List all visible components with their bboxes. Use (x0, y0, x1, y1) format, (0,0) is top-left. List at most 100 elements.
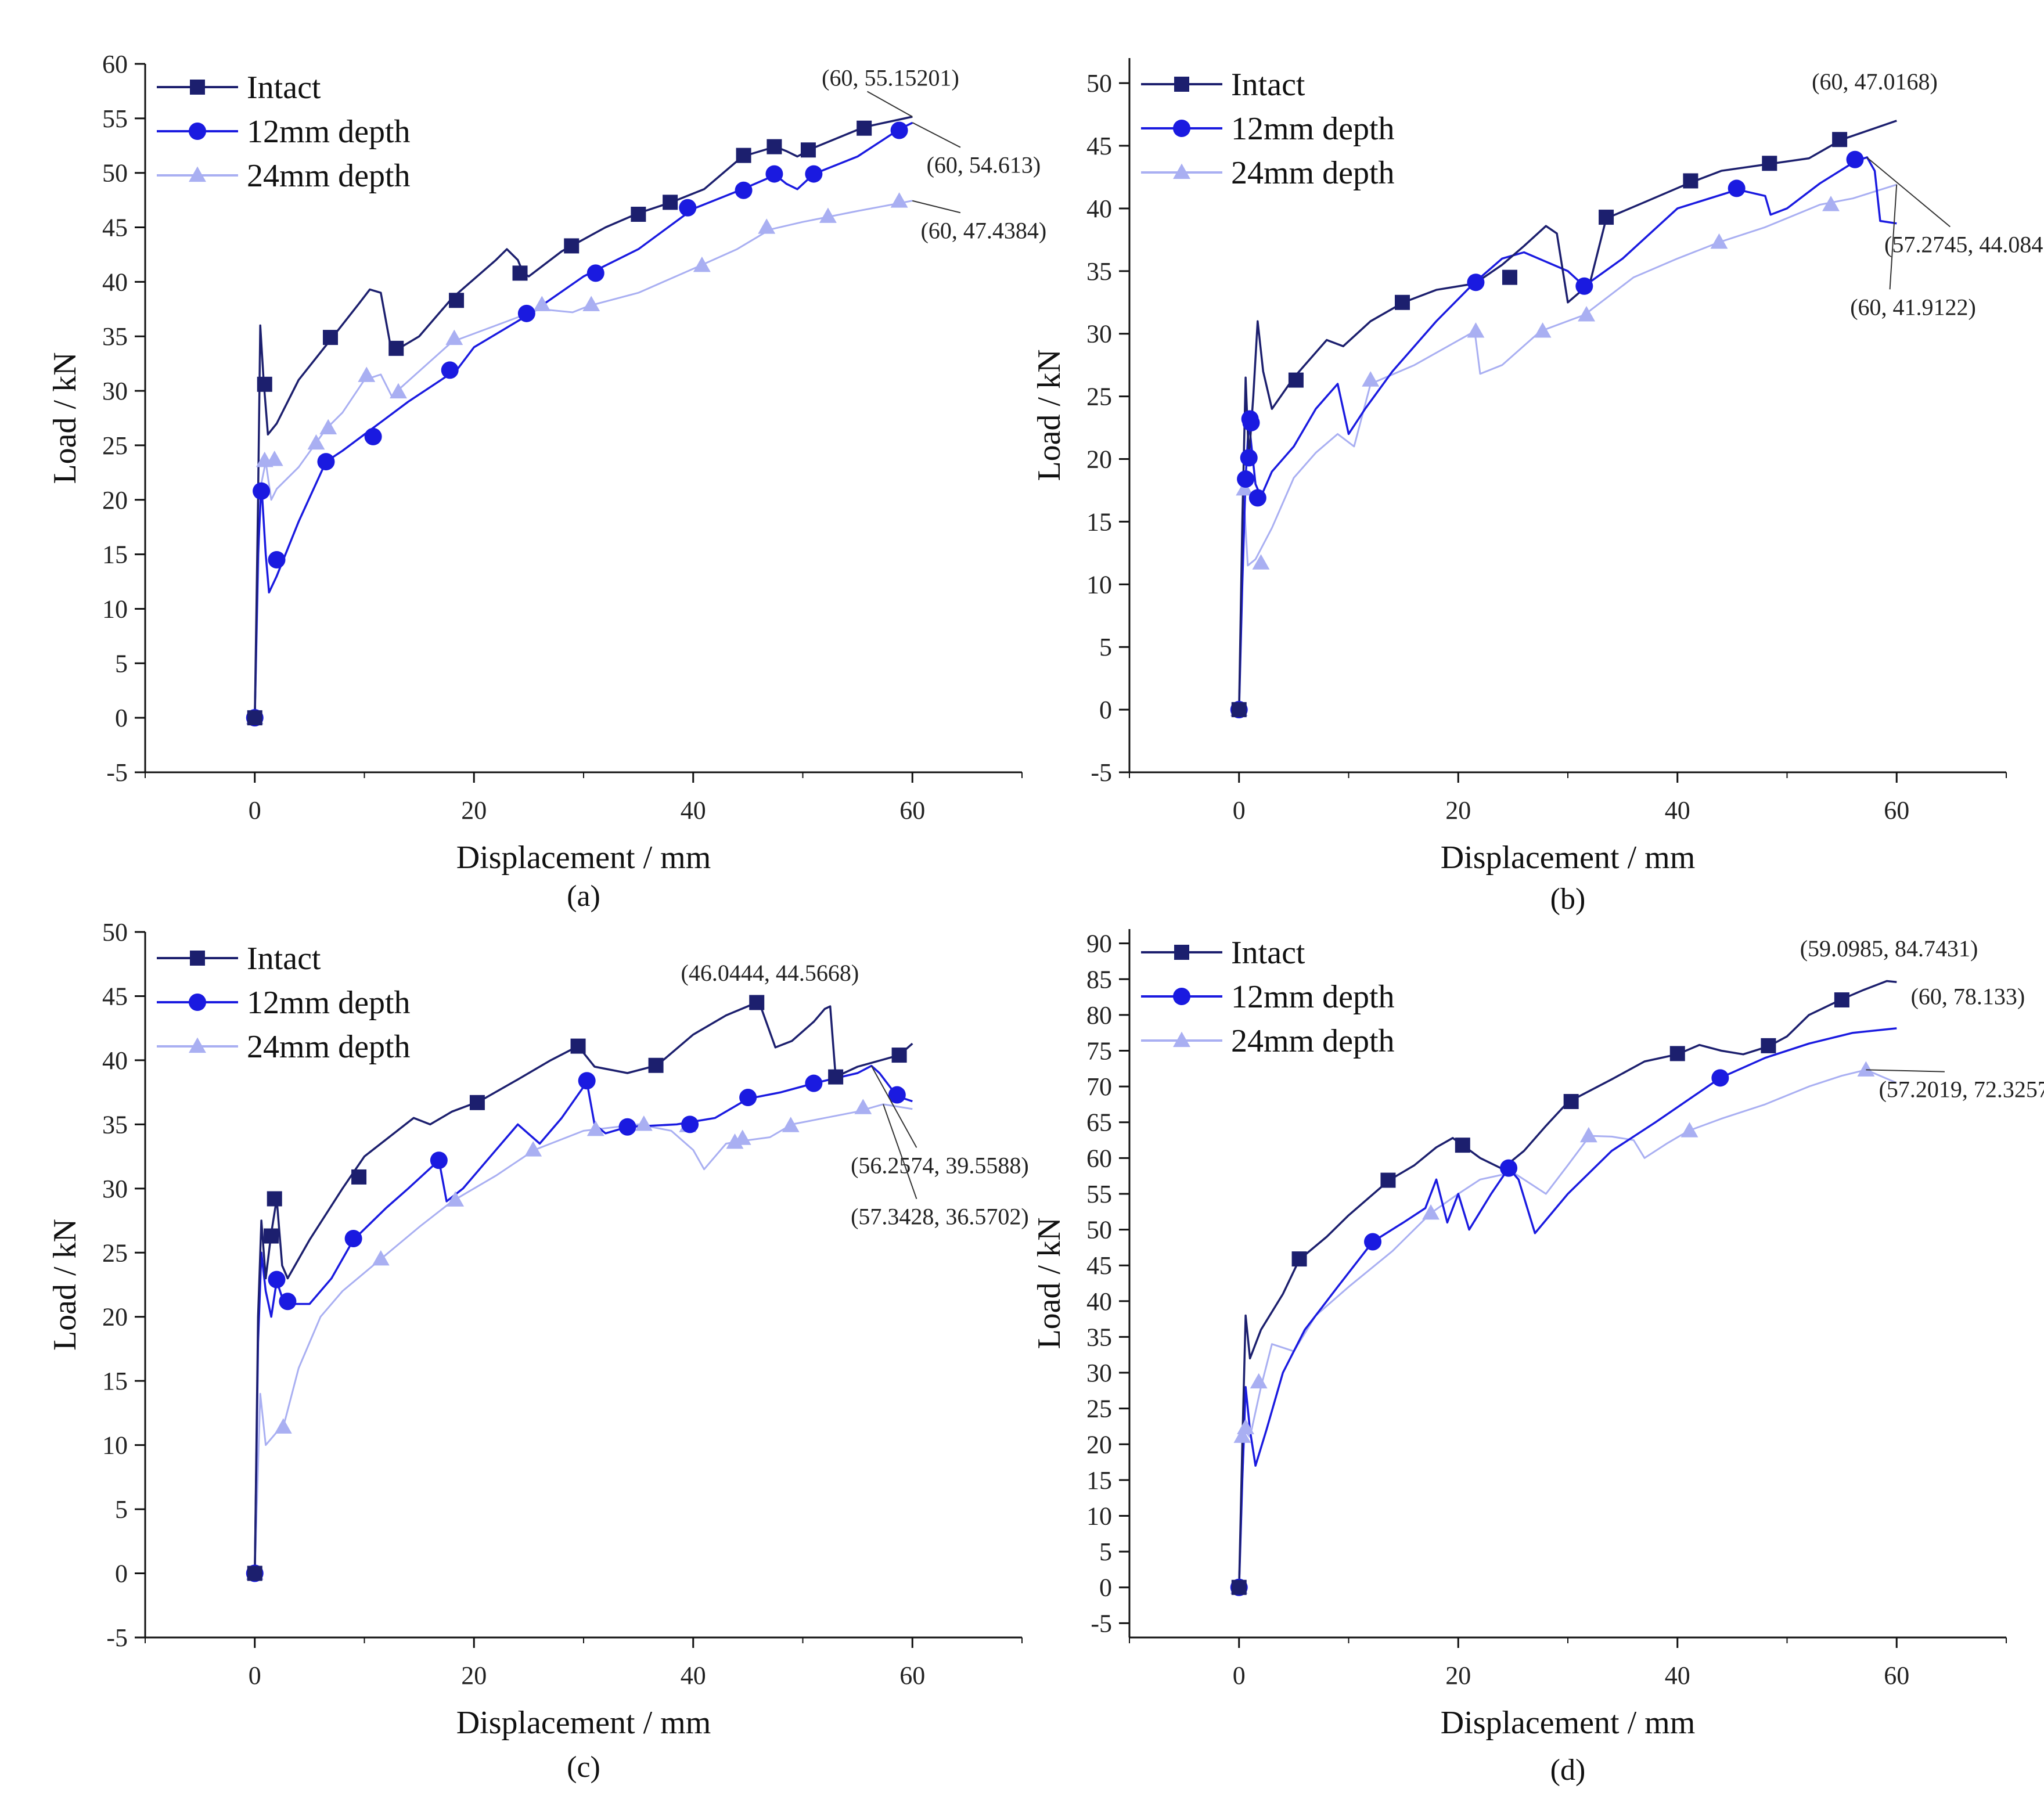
plot-area (1230, 120, 1897, 719)
marker-square-3 (351, 1169, 367, 1185)
y-tick-label: 15 (1086, 508, 1112, 536)
marker-circle-5 (441, 361, 459, 379)
chart-panel-a: 0 20 40 60 -5 0 5 10 15 20 25 30 35 40 45 50 55 60 Displac… (47, 50, 1046, 913)
series-line-square (254, 116, 913, 718)
y-tick-label: 65 (1086, 1108, 1112, 1137)
marker-triangle-4 (319, 419, 337, 435)
y-tick-label: 40 (102, 1046, 128, 1075)
marker-circle-6 (1467, 273, 1485, 291)
marker-triangle-8 (1822, 196, 1840, 211)
marker-square-3 (1502, 269, 1517, 285)
marker-circle-4 (364, 427, 382, 445)
legend: Intact 12mm depth 24mm depth (157, 941, 411, 1065)
marker-circle-legend-1 (189, 994, 206, 1011)
y-tick-label: 0 (115, 1560, 128, 1588)
y-tick-label: 90 (1086, 930, 1112, 958)
marker-square-6 (564, 238, 580, 254)
marker-square-4 (1563, 1093, 1579, 1109)
marker-triangle-12 (819, 207, 837, 223)
marker-circle-2 (268, 551, 286, 568)
marker-triangle-3 (447, 1191, 465, 1207)
marker-circle-9 (735, 181, 753, 199)
x-tick-label: 20 (461, 1661, 487, 1690)
y-tick-label: 5 (115, 649, 128, 678)
y-tick-label: -5 (1091, 1609, 1112, 1637)
marker-triangle-2 (1252, 554, 1270, 570)
marker-square-legend-0 (1174, 945, 1189, 960)
legend: Intact 12mm depth 24mm depth (1141, 67, 1395, 191)
x-tick-label: 40 (681, 796, 706, 825)
marker-circle-2 (1500, 1159, 1518, 1177)
y-tick-label: 40 (1086, 1287, 1112, 1316)
marker-triangle-5 (358, 366, 376, 382)
marker-square-3 (388, 340, 404, 356)
marker-circle-legend-1 (189, 123, 206, 140)
marker-triangle-2 (1237, 1419, 1255, 1435)
marker-square-6 (1762, 156, 1777, 171)
annotation-leader (883, 1104, 917, 1200)
y-tick-label: -5 (106, 1624, 128, 1652)
x-tick-label: 60 (1884, 1661, 1909, 1690)
y-tick-label: 25 (1086, 383, 1112, 411)
marker-triangle-6 (1578, 306, 1596, 322)
marker-triangle-1 (1236, 480, 1254, 496)
y-tick-label: 50 (102, 159, 128, 188)
annotation-leader (1889, 184, 1898, 290)
x-tick-label: 0 (249, 796, 261, 825)
x-axis-title: Displacement / mm (1441, 1705, 1696, 1741)
marker-triangle-5 (586, 1120, 604, 1136)
y-tick-label: 70 (1086, 1072, 1112, 1101)
marker-square-11 (800, 142, 816, 158)
marker-triangle-2 (372, 1250, 390, 1266)
y-tick-label: 55 (1086, 1180, 1112, 1208)
marker-triangle-1 (274, 1418, 292, 1434)
marker-circle-2 (1240, 449, 1258, 467)
x-tick-label: 0 (249, 1661, 261, 1690)
marker-circle-5 (1248, 489, 1266, 507)
series-line-circle (254, 121, 913, 718)
marker-triangle-10 (782, 1117, 800, 1132)
marker-circle-1 (1364, 1233, 1382, 1251)
marker-square-legend-0 (190, 80, 205, 95)
legend-label: 12mm depth (247, 114, 411, 150)
marker-circle-8 (679, 199, 697, 217)
marker-square-legend-0 (190, 951, 205, 966)
y-tick-label: 5 (1099, 633, 1112, 661)
marker-circle-6 (618, 1118, 636, 1136)
marker-triangle-9 (733, 1129, 751, 1145)
y-tick-label: 15 (102, 1367, 128, 1395)
marker-square-10 (766, 139, 782, 154)
marker-square-0 (1231, 702, 1247, 718)
marker-square-4 (469, 1095, 485, 1110)
y-tick-label: 20 (1086, 1430, 1112, 1459)
y-tick-label: 75 (1086, 1036, 1112, 1065)
legend-label: 12mm depth (247, 985, 411, 1021)
marker-square-12 (857, 120, 872, 136)
y-tick-label: 0 (115, 704, 128, 732)
y-tick-label: 45 (102, 214, 128, 242)
y-axis-title: Load / kN (47, 1219, 83, 1351)
marker-triangle-3 (1250, 1373, 1268, 1389)
x-axis-title: Displacement / mm (456, 840, 711, 876)
marker-square-2 (267, 1191, 282, 1207)
series-line-triangle (254, 200, 913, 718)
marker-circle-10 (765, 165, 783, 183)
data-annotation: (57.2745, 44.0842) (1884, 231, 2044, 257)
legend-label: Intact (247, 70, 321, 106)
marker-circle-legend-1 (1173, 988, 1190, 1005)
y-tick-label: -5 (106, 758, 128, 787)
marker-triangle-legend-2 (189, 166, 206, 182)
marker-triangle-legend-2 (1173, 163, 1190, 179)
y-tick-label: 35 (1086, 257, 1112, 286)
y-tick-label: 40 (102, 268, 128, 296)
legend-label: 24mm depth (247, 1029, 411, 1065)
legend: Intact 12mm depth 24mm depth (1141, 935, 1395, 1059)
x-axis-title: Displacement / mm (456, 1705, 711, 1741)
y-tick-label: 45 (102, 982, 128, 1010)
y-tick-label: 55 (102, 105, 128, 133)
x-axis-title: Displacement / mm (1441, 840, 1696, 876)
marker-circle-1 (268, 1270, 286, 1288)
series-line-triangle (1238, 1068, 1897, 1588)
x-tick-label: 20 (1445, 1661, 1471, 1690)
